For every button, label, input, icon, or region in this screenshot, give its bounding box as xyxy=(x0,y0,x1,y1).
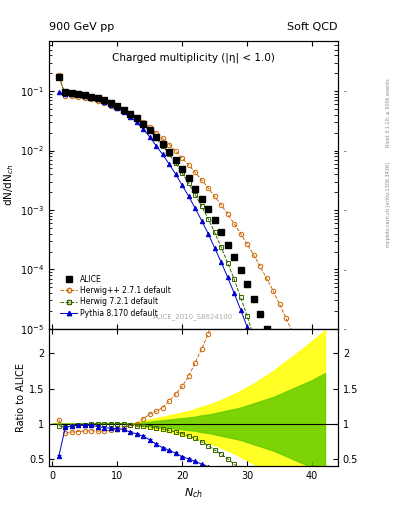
Text: Soft QCD: Soft QCD xyxy=(288,22,338,32)
Text: ALICE_2010_S8624100: ALICE_2010_S8624100 xyxy=(153,313,234,320)
Text: mcplots.cern.ch [arXiv:1306.3436]: mcplots.cern.ch [arXiv:1306.3436] xyxy=(386,162,391,247)
Text: 900 GeV pp: 900 GeV pp xyxy=(49,22,114,32)
Y-axis label: dN/dN$_{ch}$: dN/dN$_{ch}$ xyxy=(2,164,16,206)
Y-axis label: Ratio to ALICE: Ratio to ALICE xyxy=(16,363,26,432)
Text: Rivet 3.1.10; ≥ 500k events: Rivet 3.1.10; ≥ 500k events xyxy=(386,78,391,147)
X-axis label: $N_{ch}$: $N_{ch}$ xyxy=(184,486,203,500)
Text: Charged multiplicity (|η| < 1.0): Charged multiplicity (|η| < 1.0) xyxy=(112,52,275,63)
Legend: ALICE, Herwig++ 2.7.1 default, Herwig 7.2.1 default, Pythia 8.170 default: ALICE, Herwig++ 2.7.1 default, Herwig 7.… xyxy=(59,273,173,319)
